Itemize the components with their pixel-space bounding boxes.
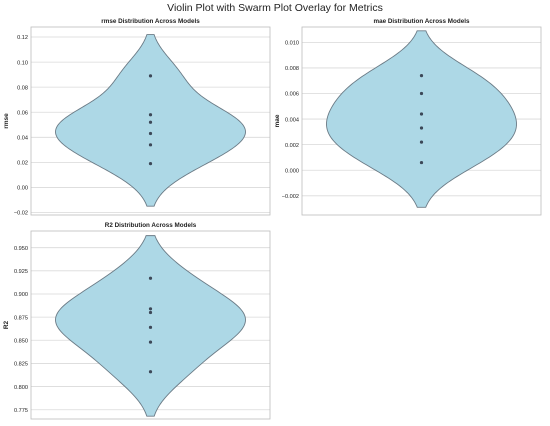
y-tick-label: 0.002: [285, 143, 299, 149]
y-tick-label: 0.850: [14, 338, 28, 344]
data-point: [148, 370, 153, 374]
y-axis-label: mae: [274, 114, 281, 127]
y-tick-label: 0.950: [14, 246, 28, 252]
data-point: [419, 73, 424, 78]
violin-body: [326, 30, 517, 208]
data-point: [419, 126, 424, 130]
y-tick-label: −0.02: [14, 211, 28, 217]
y-tick-label: 0.000: [285, 168, 299, 174]
y-tick-label: 0.925: [14, 269, 28, 275]
data-point: [419, 140, 424, 144]
data-point: [419, 160, 424, 165]
y-tick-label: 0.02: [17, 161, 28, 167]
y-tick-label: −0.002: [282, 194, 299, 200]
subplot-title: rmse Distribution Across Models: [101, 18, 200, 25]
data-point: [148, 143, 153, 147]
y-tick-label: 0.900: [14, 292, 28, 298]
y-axis-label: rmse: [3, 113, 10, 129]
data-point: [148, 74, 153, 78]
subplot-title: mae Distribution Across Models: [374, 18, 470, 25]
y-tick-label: 0.12: [17, 35, 28, 41]
axes-frame: [301, 26, 542, 216]
data-point: [148, 340, 153, 344]
y-tick-label: 0.08: [17, 85, 28, 91]
y-tick-label: 0.825: [14, 362, 28, 368]
data-point: [148, 276, 153, 280]
data-point: [148, 325, 153, 329]
subplot-2: −0.002 0.000 0.002 0.004 0.006 0.008 0.010 mae …: [274, 18, 542, 216]
y-tick-label: 0.06: [17, 110, 28, 116]
data-point: [419, 112, 424, 116]
subplot-3: 0.775 0.800 0.825 0.850 0.875 0.900 0.925 0.950…: [3, 222, 271, 420]
axes-frame: [30, 230, 271, 420]
y-axis-label: R2: [3, 320, 10, 329]
data-point: [148, 307, 153, 311]
axes-frame: [30, 26, 271, 216]
data-point: [148, 120, 153, 124]
y-tick-label: 0.006: [285, 92, 299, 98]
figure-title: Violin Plot with Swarm Plot Overlay for …: [167, 2, 383, 14]
y-tick-label: 0.800: [14, 385, 28, 391]
y-tick-label: 0.875: [14, 315, 28, 321]
y-tick-label: 0.004: [285, 117, 299, 123]
data-point: [148, 113, 153, 117]
y-tick-label: 0.10: [17, 60, 28, 66]
data-point: [419, 91, 424, 96]
subplot-title: R2 Distribution Across Models: [105, 222, 197, 229]
data-point: [148, 131, 153, 136]
y-tick-label: 0.010: [285, 41, 299, 47]
violin-body: [55, 34, 246, 207]
subplot-1: −0.02 0.00 0.02 0.04 0.06 0.08 0.10 0.12 rmse Di…: [3, 18, 271, 217]
y-tick-label: 0.00: [17, 186, 28, 192]
y-tick-label: 0.008: [285, 66, 299, 72]
data-point: [148, 310, 153, 315]
data-point: [148, 162, 153, 166]
y-tick-label: 0.04: [17, 135, 28, 141]
y-tick-label: 0.775: [14, 408, 28, 414]
